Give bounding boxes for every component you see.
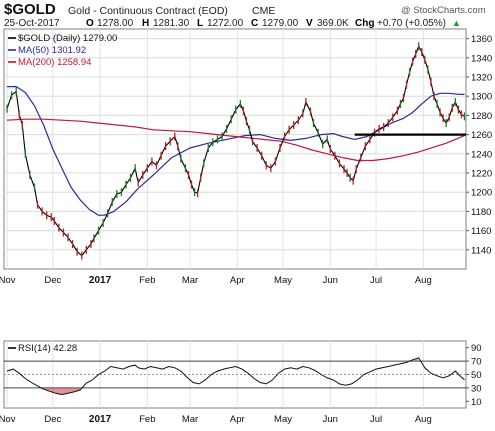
rsi-x-tick-label: Apr <box>230 414 245 425</box>
chart-credit: @ StockCharts.com <box>401 5 486 16</box>
price-x-tick-label: Feb <box>139 275 155 286</box>
price-x-tick-label: Nov <box>0 275 16 286</box>
bar-date: 25-Oct-2017 <box>4 18 60 29</box>
change-label: Chg <box>355 18 374 29</box>
series-line-ma200 <box>6 118 465 162</box>
header: $GOLD Gold - Continuous Contract (EOD) C… <box>4 1 486 29</box>
up-arrow-icon: ▲ <box>452 18 461 28</box>
price-y-tick-label: 1220 <box>471 169 492 180</box>
rsi-x-tick-label: May <box>274 414 292 425</box>
volume-value: 369.0K <box>317 18 349 29</box>
chart-description: Gold - Continuous Contract (EOD) <box>68 5 228 17</box>
legend-entry: RSI(14) 42.28 <box>18 343 77 354</box>
price-y-tick-label: 1360 <box>471 34 492 45</box>
rsi-y-tick-label: 50 <box>471 370 482 381</box>
low-value: 1272.00 <box>207 18 244 29</box>
price-panel-frame <box>3 28 467 270</box>
rsi-x-tick-label: Dec <box>44 414 61 425</box>
rsi-panel: 10 30 50 70 90 RSI(14) 42.28 <box>3 340 482 409</box>
rsi-x-tick-label: Nov <box>0 414 16 425</box>
chart-symbol: $GOLD <box>4 1 56 18</box>
price-y-tick-label: 1160 <box>471 226 491 237</box>
rsi-y-tick-label: 30 <box>471 383 482 394</box>
high-label: H <box>142 18 149 29</box>
rsi-y-tick-labels: 10 30 50 70 90 <box>466 343 482 408</box>
series-line-ma50 <box>7 85 465 216</box>
price-x-tick-label: Jun <box>323 275 338 286</box>
price-y-tick-label: 1340 <box>471 53 492 64</box>
price-y-tick-label: 1200 <box>471 188 492 199</box>
rsi-x-tick-label: Feb <box>139 414 155 425</box>
rsi-x-tick-label: Mar <box>182 414 198 425</box>
price-y-tick-label: 1300 <box>471 92 492 103</box>
price-x-tick-label: Aug <box>415 275 432 286</box>
close-label: C <box>251 18 258 29</box>
rsi-x-tick-label: Aug <box>415 414 432 425</box>
open-label: O <box>86 18 94 29</box>
legend-entry: MA(200) 1258.94 <box>18 57 91 68</box>
rsi-y-tick-label: 90 <box>471 343 482 354</box>
price-y-tick-label: 1240 <box>471 149 492 160</box>
price-y-tick-label: 1180 <box>471 207 491 218</box>
price-x-tick-label: Dec <box>44 275 61 286</box>
price-x-tick-label: 2017 <box>89 275 112 286</box>
price-y-tick-label: 1280 <box>471 111 492 122</box>
price-x-tick-labels: Nov Dec 2017 Feb Mar Apr May Jun Jul Aug <box>0 275 432 286</box>
rsi-x-tick-label: Jul <box>370 414 382 425</box>
price-panel: 1140 1160 1180 1200 1220 1240 1260 1280 1300 1320… <box>3 28 492 270</box>
legend-entry: MA(50) 1301.92 <box>18 45 86 56</box>
rsi-x-tick-label: 2017 <box>89 414 112 425</box>
low-label: L <box>197 18 203 29</box>
open-value: 1278.00 <box>97 18 134 29</box>
series-line-rsi <box>6 357 465 396</box>
close-value: 1279.00 <box>262 18 299 29</box>
high-value: 1281.30 <box>153 18 190 29</box>
price-x-tick-label: Apr <box>230 275 245 286</box>
rsi-legend: RSI(14) 42.28 <box>8 343 77 354</box>
change-value: +0.70 (+0.05%) <box>377 18 446 29</box>
volume-label: V <box>306 18 313 29</box>
rsi-series-group <box>6 357 465 396</box>
rsi-y-tick-label: 70 <box>471 357 482 368</box>
chart-exchange: CME <box>252 5 275 17</box>
price-y-tick-label: 1140 <box>471 245 491 256</box>
price-month-gridlines <box>6 29 424 269</box>
rsi-y-tick-label: 10 <box>471 397 482 408</box>
rsi-reference-lines <box>4 360 466 389</box>
price-y-tick-labels: 1140 1160 1180 1200 1220 1240 1260 1280 1300 1320… <box>466 34 492 256</box>
rsi-x-tick-label: Jun <box>323 414 338 425</box>
price-x-tick-label: Mar <box>182 275 198 286</box>
price-y-tick-label: 1260 <box>471 130 492 141</box>
rsi-oversold-fill <box>43 387 81 395</box>
price-y-tick-label: 1320 <box>471 73 492 84</box>
price-x-tick-label: May <box>274 275 292 286</box>
price-x-tick-label: Jul <box>370 275 382 286</box>
legend-entry: $GOLD (Daily) 1279.00 <box>18 33 117 44</box>
rsi-x-tick-labels: Nov Dec 2017 Feb Mar Apr May Jun Jul Aug <box>0 414 432 425</box>
